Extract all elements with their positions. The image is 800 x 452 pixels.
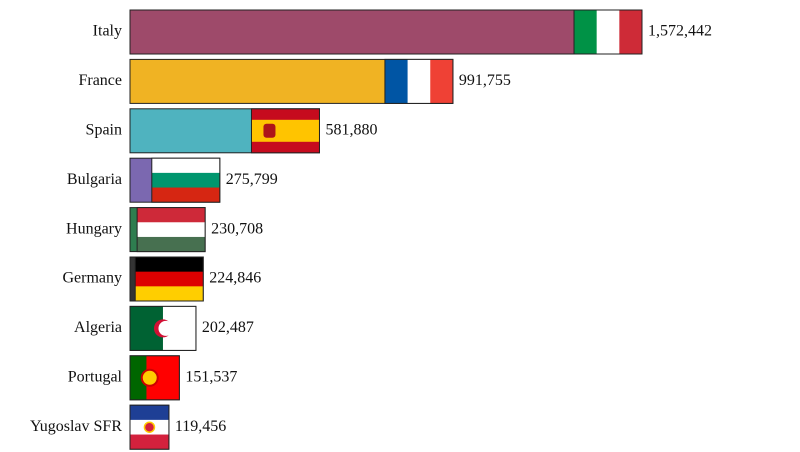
flag-border: [151, 157, 221, 203]
category-label: Portugal: [68, 368, 123, 385]
flag-border: [136, 207, 206, 253]
flag-stripe: [137, 222, 206, 238]
flag-stripe: [135, 286, 204, 301]
flag-stripe: [430, 59, 453, 104]
flag-stripe: [130, 355, 147, 400]
flag: [130, 355, 180, 400]
flag-stripe: [596, 10, 620, 54]
flag-border: [129, 305, 197, 351]
category-label: Germany: [62, 270, 122, 287]
flag-stripe: [130, 434, 169, 450]
flag-stripe: [151, 158, 220, 174]
value-label: 230,708: [211, 220, 263, 237]
value-label: 119,456: [175, 418, 226, 435]
flag-emblem: [158, 320, 174, 336]
flag-stripe: [130, 405, 169, 421]
value-label: 581,880: [325, 121, 377, 138]
value-label: 202,487: [202, 319, 254, 336]
bar: [129, 9, 643, 55]
flag-stripe: [137, 236, 206, 252]
flag-border: [384, 58, 454, 104]
flag-stripe: [251, 141, 320, 153]
flag-emblem: [143, 421, 156, 433]
flag: [574, 10, 642, 54]
flag-stripe: [251, 130, 320, 143]
flag: [130, 306, 196, 351]
value-label: 1,572,442: [648, 23, 712, 40]
flag-stripe: [574, 10, 598, 54]
flag: [384, 59, 453, 104]
flag: [251, 108, 320, 153]
flag-border: [129, 355, 180, 401]
flag-stripe: [251, 108, 320, 121]
value-label: 275,799: [226, 171, 278, 188]
category-label: Bulgaria: [67, 171, 122, 188]
category-label: Yugoslav SFR: [30, 418, 122, 435]
flag-stripe: [162, 355, 180, 400]
flag-emblem: [263, 123, 276, 138]
flag-stripe: [407, 59, 431, 104]
flag-emblem: [140, 368, 159, 387]
category-label: Italy: [93, 23, 122, 40]
flag-border: [129, 404, 170, 450]
flag-stripe: [135, 271, 204, 287]
value-label: 151,537: [185, 368, 237, 385]
value-label: 224,846: [209, 270, 261, 287]
flag: [137, 207, 206, 252]
flag-stripe: [151, 172, 220, 189]
flag-stripe: [384, 59, 409, 104]
value-label: 991,755: [459, 72, 511, 89]
flag: [151, 158, 220, 203]
flag-stripe: [251, 119, 320, 132]
category-label: Hungary: [66, 220, 122, 237]
flag-stripe: [151, 187, 220, 203]
category-label: Algeria: [74, 319, 122, 336]
flag: [130, 405, 169, 450]
category-label: France: [78, 72, 122, 89]
flag-border: [250, 108, 320, 154]
flag-stripe: [135, 257, 204, 273]
flag-stripe: [619, 10, 642, 54]
flag: [135, 257, 204, 301]
flag-border: [134, 256, 204, 302]
category-label: Spain: [86, 121, 122, 138]
flag-border: [573, 9, 643, 55]
flag-stripe: [137, 207, 206, 223]
